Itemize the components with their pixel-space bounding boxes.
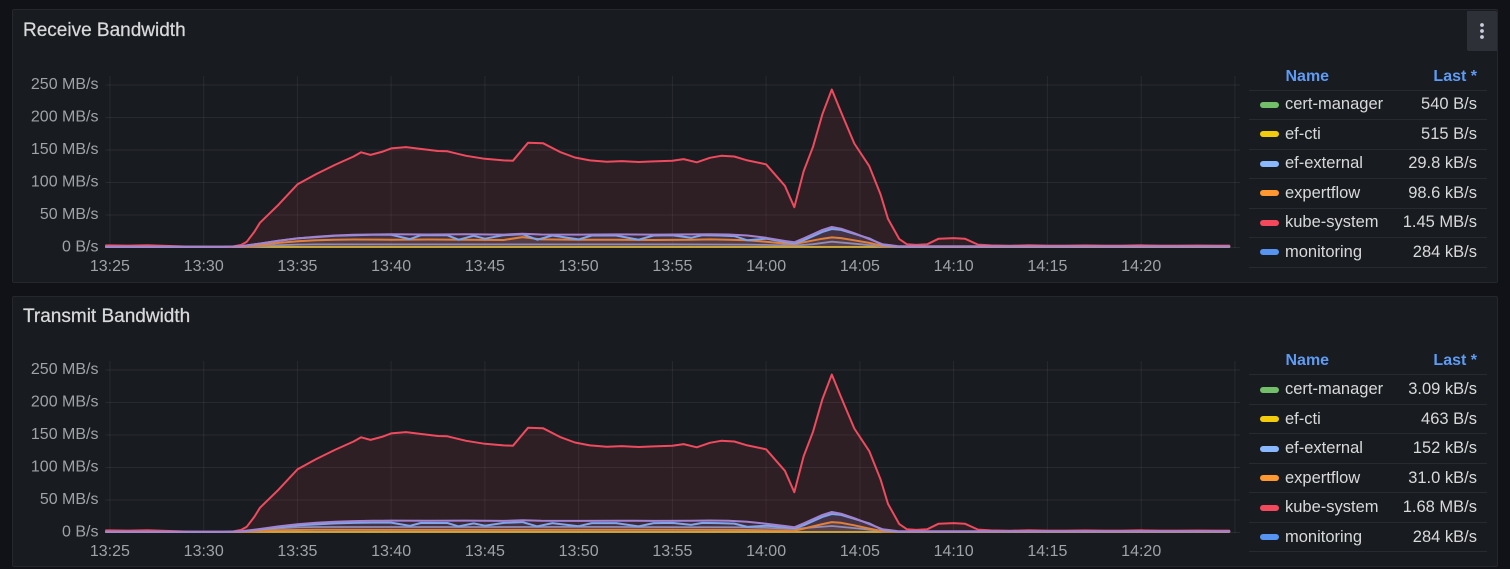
- svg-text:100 MB/s: 100 MB/s: [31, 174, 99, 191]
- svg-text:13:25: 13:25: [90, 258, 130, 275]
- svg-text:14:20: 14:20: [1121, 543, 1161, 560]
- svg-text:13:40: 13:40: [371, 258, 411, 275]
- svg-text:13:50: 13:50: [559, 258, 599, 275]
- svg-text:14:05: 14:05: [840, 543, 880, 560]
- svg-text:0 B/s: 0 B/s: [62, 523, 98, 540]
- svg-text:150 MB/s: 150 MB/s: [31, 141, 99, 158]
- svg-text:14:00: 14:00: [746, 258, 786, 275]
- svg-text:13:35: 13:35: [277, 258, 317, 275]
- svg-text:50 MB/s: 50 MB/s: [40, 491, 99, 508]
- svg-text:13:40: 13:40: [371, 543, 411, 560]
- svg-text:0 B/s: 0 B/s: [62, 239, 98, 256]
- svg-text:200 MB/s: 200 MB/s: [31, 393, 99, 410]
- svg-text:13:55: 13:55: [652, 258, 692, 275]
- svg-text:14:05: 14:05: [840, 258, 880, 275]
- svg-text:13:55: 13:55: [652, 543, 692, 560]
- svg-text:13:30: 13:30: [184, 543, 224, 560]
- svg-text:13:50: 13:50: [559, 543, 599, 560]
- svg-text:13:45: 13:45: [465, 258, 505, 275]
- svg-text:13:45: 13:45: [465, 543, 505, 560]
- svg-text:14:10: 14:10: [934, 543, 974, 560]
- svg-text:150 MB/s: 150 MB/s: [31, 426, 99, 443]
- svg-text:250 MB/s: 250 MB/s: [31, 361, 99, 378]
- svg-text:14:15: 14:15: [1027, 543, 1067, 560]
- svg-text:200 MB/s: 200 MB/s: [31, 109, 99, 126]
- svg-text:100 MB/s: 100 MB/s: [31, 458, 99, 475]
- svg-text:13:25: 13:25: [90, 543, 130, 560]
- svg-text:13:35: 13:35: [277, 543, 317, 560]
- svg-text:13:30: 13:30: [184, 258, 224, 275]
- svg-text:14:10: 14:10: [934, 258, 974, 275]
- svg-text:50 MB/s: 50 MB/s: [40, 206, 99, 223]
- svg-text:14:20: 14:20: [1121, 258, 1161, 275]
- svg-text:14:15: 14:15: [1027, 258, 1067, 275]
- svg-text:250 MB/s: 250 MB/s: [31, 76, 99, 93]
- svg-text:14:00: 14:00: [746, 543, 786, 560]
